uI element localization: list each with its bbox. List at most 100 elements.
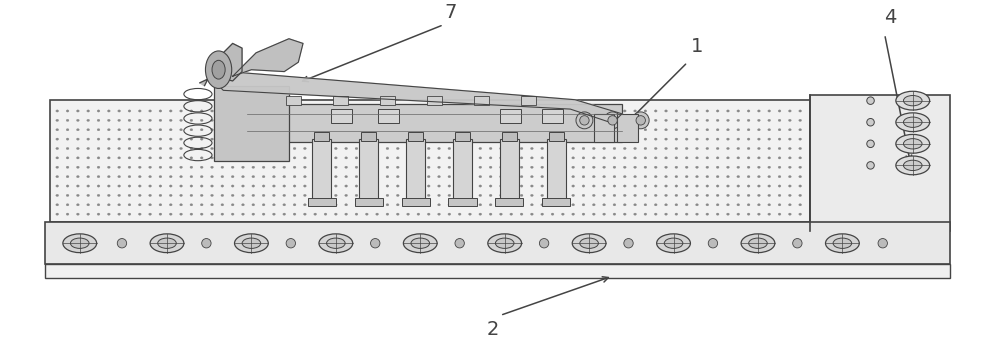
Ellipse shape <box>727 213 729 215</box>
Ellipse shape <box>87 110 90 112</box>
Ellipse shape <box>788 185 791 187</box>
Ellipse shape <box>273 185 275 187</box>
Ellipse shape <box>469 175 471 178</box>
Ellipse shape <box>407 157 409 159</box>
Ellipse shape <box>396 185 399 187</box>
Ellipse shape <box>56 138 59 140</box>
Ellipse shape <box>685 119 688 121</box>
Ellipse shape <box>293 119 296 121</box>
Ellipse shape <box>613 110 616 112</box>
Ellipse shape <box>407 147 409 150</box>
Ellipse shape <box>56 157 59 159</box>
Ellipse shape <box>799 213 802 215</box>
Ellipse shape <box>314 175 317 178</box>
Ellipse shape <box>572 147 575 150</box>
Ellipse shape <box>345 194 348 197</box>
Ellipse shape <box>180 175 182 178</box>
Ellipse shape <box>345 129 348 131</box>
Ellipse shape <box>180 157 182 159</box>
Ellipse shape <box>727 185 729 187</box>
Ellipse shape <box>273 157 275 159</box>
Ellipse shape <box>727 129 729 131</box>
Ellipse shape <box>479 166 482 168</box>
Ellipse shape <box>603 213 606 215</box>
Ellipse shape <box>159 138 162 140</box>
Ellipse shape <box>561 147 564 150</box>
Ellipse shape <box>500 204 502 206</box>
Ellipse shape <box>788 138 791 140</box>
Ellipse shape <box>675 166 678 168</box>
Ellipse shape <box>757 194 760 197</box>
Ellipse shape <box>334 119 337 121</box>
Ellipse shape <box>551 185 554 187</box>
Ellipse shape <box>231 129 234 131</box>
Ellipse shape <box>190 185 193 187</box>
Ellipse shape <box>149 119 152 121</box>
Ellipse shape <box>479 147 482 150</box>
Ellipse shape <box>169 110 172 112</box>
Ellipse shape <box>221 204 224 206</box>
Ellipse shape <box>654 194 657 197</box>
Ellipse shape <box>303 147 306 150</box>
Ellipse shape <box>355 119 358 121</box>
Ellipse shape <box>242 119 244 121</box>
Ellipse shape <box>500 138 502 140</box>
Ellipse shape <box>458 157 461 159</box>
Ellipse shape <box>438 129 440 131</box>
Ellipse shape <box>448 175 451 178</box>
Ellipse shape <box>634 129 636 131</box>
Ellipse shape <box>293 175 296 178</box>
Ellipse shape <box>520 138 523 140</box>
Ellipse shape <box>76 129 79 131</box>
Ellipse shape <box>727 119 729 121</box>
Ellipse shape <box>592 110 595 112</box>
Bar <box>448 198 477 206</box>
Ellipse shape <box>76 175 79 178</box>
Ellipse shape <box>97 138 100 140</box>
Ellipse shape <box>757 110 760 112</box>
Ellipse shape <box>706 204 709 206</box>
Ellipse shape <box>788 157 791 159</box>
Ellipse shape <box>66 213 69 215</box>
Bar <box>45 222 950 264</box>
Ellipse shape <box>747 138 750 140</box>
Ellipse shape <box>293 166 296 168</box>
Ellipse shape <box>169 138 172 140</box>
Ellipse shape <box>252 166 255 168</box>
Ellipse shape <box>242 194 244 197</box>
Ellipse shape <box>654 110 657 112</box>
Ellipse shape <box>768 204 771 206</box>
Ellipse shape <box>665 185 667 187</box>
Ellipse shape <box>530 138 533 140</box>
Ellipse shape <box>747 129 750 131</box>
Ellipse shape <box>211 110 213 112</box>
Ellipse shape <box>180 119 182 121</box>
Ellipse shape <box>396 129 399 131</box>
Ellipse shape <box>427 194 430 197</box>
Ellipse shape <box>530 119 533 121</box>
Ellipse shape <box>273 194 275 197</box>
Ellipse shape <box>613 194 616 197</box>
Ellipse shape <box>530 147 533 150</box>
Ellipse shape <box>221 129 224 131</box>
Ellipse shape <box>788 204 791 206</box>
Ellipse shape <box>561 129 564 131</box>
Ellipse shape <box>479 157 482 159</box>
Ellipse shape <box>716 204 719 206</box>
Ellipse shape <box>903 117 922 128</box>
Ellipse shape <box>345 119 348 121</box>
Ellipse shape <box>118 138 121 140</box>
Ellipse shape <box>799 157 802 159</box>
Ellipse shape <box>665 119 667 121</box>
Ellipse shape <box>664 238 683 249</box>
Bar <box>286 96 301 105</box>
Ellipse shape <box>262 129 265 131</box>
Ellipse shape <box>149 166 152 168</box>
Bar <box>355 198 383 206</box>
Ellipse shape <box>314 194 317 197</box>
Ellipse shape <box>727 147 729 150</box>
Ellipse shape <box>293 157 296 159</box>
Ellipse shape <box>737 166 740 168</box>
Polygon shape <box>233 39 303 76</box>
Ellipse shape <box>314 213 317 215</box>
